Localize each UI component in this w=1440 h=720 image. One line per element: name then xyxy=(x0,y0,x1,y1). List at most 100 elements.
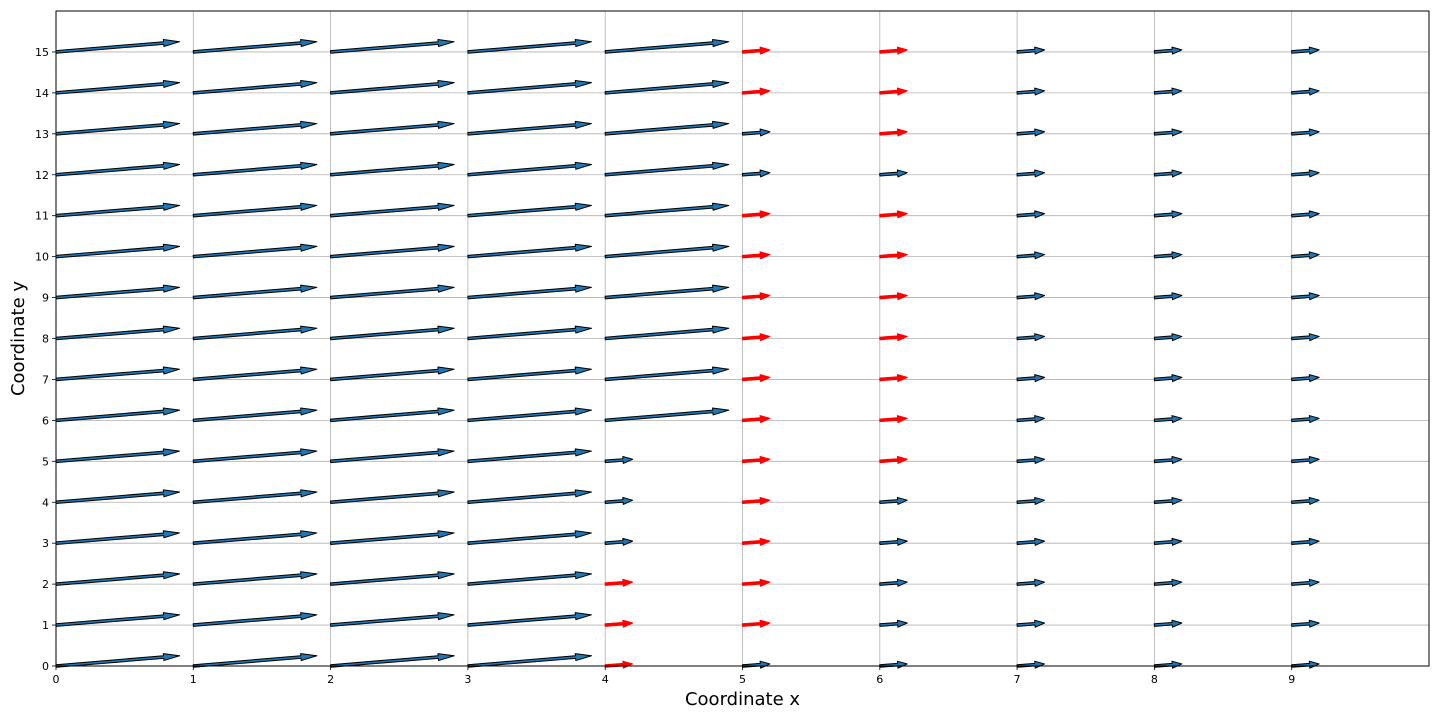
vector-arrow xyxy=(55,407,181,423)
vector-arrow xyxy=(55,489,181,505)
highlight-arrow xyxy=(604,660,634,669)
vector-arrow xyxy=(1153,251,1183,260)
vector-arrow xyxy=(879,169,908,178)
vector-arrow xyxy=(192,489,318,505)
vector-arrow xyxy=(467,243,592,259)
vector-arrow xyxy=(55,161,181,177)
highlight-arrow xyxy=(879,87,908,96)
vector-arrow xyxy=(192,571,318,586)
vector-arrow xyxy=(329,39,455,54)
vector-arrow xyxy=(1291,46,1320,55)
vector-arrow xyxy=(1291,455,1320,464)
vector-arrow xyxy=(55,571,181,586)
vector-arrow xyxy=(55,202,181,218)
vector-arrow xyxy=(1016,578,1046,587)
vector-arrow xyxy=(329,366,455,382)
vector-arrow xyxy=(604,455,634,464)
highlight-arrow xyxy=(741,496,771,505)
vector-arrow xyxy=(1291,169,1320,178)
vector-arrow xyxy=(1153,619,1183,628)
vector-arrow xyxy=(1153,537,1183,546)
vector-arrow xyxy=(604,161,730,177)
vector-arrow xyxy=(879,537,908,546)
vector-arrow xyxy=(192,530,318,545)
x-tick-label: 0 xyxy=(53,673,60,686)
vector-arrow xyxy=(329,489,455,505)
vector-arrow xyxy=(55,448,181,464)
vector-arrow xyxy=(1153,415,1183,424)
vector-arrow xyxy=(467,284,592,300)
vector-arrow xyxy=(467,39,592,54)
vector-arrow xyxy=(604,120,730,136)
vector-arrow xyxy=(1016,496,1046,505)
vector-arrow xyxy=(1153,496,1183,505)
vector-arrow xyxy=(467,653,592,668)
vector-arrow xyxy=(329,202,455,218)
vector-arrow xyxy=(1291,374,1320,383)
vector-arrow xyxy=(192,120,318,136)
arrows xyxy=(55,39,1320,669)
x-tick-label: 8 xyxy=(1151,673,1158,686)
vector-arrow xyxy=(1016,128,1046,137)
vector-arrow xyxy=(55,284,181,300)
highlight-arrow xyxy=(604,619,634,628)
vector-arrow xyxy=(1016,210,1046,219)
vector-arrow xyxy=(1016,251,1046,260)
highlight-arrow xyxy=(879,210,908,219)
x-tick-label: 1 xyxy=(190,673,197,686)
highlight-arrow xyxy=(741,537,771,546)
vector-arrow xyxy=(192,407,318,423)
y-tick-label: 6 xyxy=(42,414,49,427)
vector-arrow xyxy=(192,448,318,464)
vector-arrow xyxy=(741,660,771,669)
vector-arrow xyxy=(604,39,730,54)
vector-arrow xyxy=(329,243,455,259)
vector-arrow xyxy=(467,366,592,382)
vector-arrow xyxy=(329,530,455,545)
vector-arrow xyxy=(55,653,181,668)
highlight-arrow xyxy=(741,415,771,424)
vector-arrow xyxy=(1016,415,1046,424)
vector-arrow xyxy=(329,653,455,668)
vector-arrow xyxy=(55,530,181,545)
vector-arrow xyxy=(1153,578,1183,587)
x-axis-ticks: 0 1 2 3 4 5 6 7 8 9 xyxy=(53,666,1295,686)
y-tick-label: 9 xyxy=(42,292,49,305)
vector-arrow xyxy=(1291,619,1320,628)
vector-arrow xyxy=(1016,292,1046,301)
vector-arrow xyxy=(604,243,730,259)
vector-arrow xyxy=(192,161,318,177)
vector-arrow xyxy=(879,578,908,587)
vector-arrow xyxy=(55,325,181,341)
vector-arrow xyxy=(604,496,634,505)
vector-arrow xyxy=(1291,660,1320,669)
vector-arrow xyxy=(604,537,634,546)
x-tick-label: 2 xyxy=(327,673,334,686)
highlight-arrow xyxy=(879,128,908,137)
vector-arrow xyxy=(1016,169,1046,178)
vector-arrow xyxy=(1016,374,1046,383)
y-tick-label: 2 xyxy=(42,578,49,591)
vector-arrow xyxy=(1291,333,1320,342)
y-tick-label: 11 xyxy=(35,210,49,223)
vector-arrow xyxy=(1291,578,1320,587)
highlight-arrow xyxy=(741,578,771,587)
vector-arrow xyxy=(1291,87,1320,96)
vector-arrow xyxy=(604,79,730,95)
vector-arrow xyxy=(1153,46,1183,55)
highlight-arrow xyxy=(879,415,908,424)
vector-arrow xyxy=(329,407,455,423)
x-tick-label: 9 xyxy=(1288,673,1295,686)
y-tick-label: 7 xyxy=(42,373,49,386)
x-tick-label: 5 xyxy=(739,673,746,686)
vector-arrow xyxy=(1291,496,1320,505)
y-tick-label: 8 xyxy=(42,333,49,346)
vector-arrow xyxy=(1291,292,1320,301)
vector-arrow xyxy=(192,79,318,95)
vector-arrow xyxy=(1016,87,1046,96)
vector-arrow xyxy=(329,612,455,627)
x-axis-label: Coordinate x xyxy=(685,689,800,710)
highlight-arrow xyxy=(741,87,771,96)
vector-arrow xyxy=(1291,415,1320,424)
vector-arrow xyxy=(1016,537,1046,546)
